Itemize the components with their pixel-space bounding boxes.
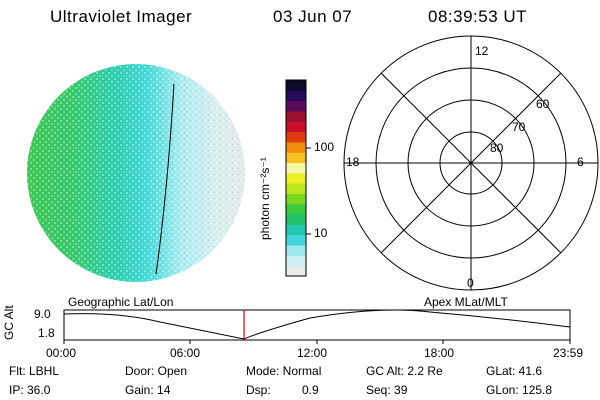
gc-alt-readout: GC Alt: 2.2 Re — [366, 364, 443, 378]
dsp-value: 0.9 — [302, 383, 319, 397]
mode-readout: Mode: Normal — [246, 364, 322, 378]
xtick-2359: 23:59 — [553, 346, 584, 360]
mlt-label-0: 0 — [467, 276, 474, 290]
xtick-0000: 00:00 — [46, 346, 77, 360]
colorbar-segment — [286, 172, 306, 184]
lat-label-80: 80 — [490, 141, 504, 155]
terminator-line — [155, 83, 175, 275]
mlt-label-12: 12 — [475, 44, 489, 58]
dsp-label: Dsp: — [246, 383, 271, 397]
colorbar-tick-10: 10 — [314, 226, 328, 240]
xtick-1200: 12:00 — [297, 346, 328, 360]
colorbar-segment — [286, 234, 306, 246]
app-title: Ultraviolet Imager — [50, 7, 193, 26]
colorbar-segment — [286, 100, 306, 112]
ip-readout: IP: 36.0 — [9, 383, 51, 397]
gain-readout: Gain: 14 — [125, 383, 171, 397]
colorbar-segment — [286, 183, 306, 194]
colorbar-segment — [286, 80, 306, 91]
colorbar-segment — [286, 162, 306, 174]
seq-readout: Seq: 39 — [366, 383, 408, 397]
altitude-timeline — [63, 309, 571, 344]
polar-grid — [343, 35, 599, 291]
xtick-0600: 06:00 — [170, 346, 201, 360]
colorbar-segment — [286, 203, 306, 215]
ytick-1-8: 1.8 — [38, 326, 55, 340]
altitude-curve — [63, 309, 571, 340]
colorbar-segment — [286, 90, 306, 102]
colorbar-segment — [286, 152, 306, 164]
colorbar-segment — [286, 193, 306, 205]
color-scale-bar — [285, 79, 311, 277]
xtick-1800: 18:00 — [424, 346, 455, 360]
colorbar-unit-label: photon cm⁻²s⁻¹ — [258, 157, 272, 240]
lat-label-60: 60 — [536, 97, 550, 111]
colorbar-segment — [286, 224, 306, 236]
timeline-ylabel: GC Alt — [2, 305, 16, 340]
lat-label-70: 70 — [512, 120, 526, 134]
mlt-label-6: 6 — [577, 155, 584, 169]
colorbar-segment — [286, 255, 306, 267]
filter-readout: Flt: LBHL — [9, 364, 60, 378]
time-readout: 08:39:53 UT — [428, 7, 528, 26]
colorbar-segment — [286, 131, 306, 143]
geographic-label: Geographic Lat/Lon — [68, 295, 174, 309]
colorbar-segment — [286, 245, 306, 256]
colorbar-segment — [286, 141, 306, 153]
colorbar-tick-100: 100 — [314, 140, 335, 154]
ytick-9: 9.0 — [34, 307, 51, 321]
uv-earth-image — [27, 64, 245, 282]
door-readout: Door: Open — [125, 364, 188, 378]
glon-readout: GLon: 125.8 — [486, 383, 553, 397]
date-readout: 03 Jun 07 — [273, 7, 353, 26]
glat-readout: GLat: 41.6 — [486, 364, 543, 378]
apex-label: Apex MLat/MLT — [424, 295, 508, 309]
colorbar-segment — [286, 121, 306, 133]
colorbar-segment — [286, 214, 306, 225]
mlt-label-18: 18 — [346, 155, 360, 169]
colorbar-segment — [286, 110, 306, 122]
colorbar-segment — [286, 265, 306, 277]
